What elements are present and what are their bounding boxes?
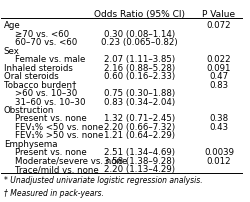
Text: 0.012: 0.012 (207, 157, 231, 166)
Text: Female vs. male: Female vs. male (14, 55, 85, 64)
Text: 0.75 (0.30–1.88): 0.75 (0.30–1.88) (104, 89, 175, 98)
Text: Age: Age (4, 21, 20, 30)
Text: † Measured in pack-years.: † Measured in pack-years. (4, 189, 104, 198)
Text: >60 vs. 10–30: >60 vs. 10–30 (14, 89, 77, 98)
Text: Moderate/severe vs. none: Moderate/severe vs. none (14, 157, 127, 166)
Text: 2.20 (1.13–4.29): 2.20 (1.13–4.29) (104, 165, 175, 174)
Text: Sex: Sex (4, 47, 20, 56)
Text: 0.022: 0.022 (207, 55, 231, 64)
Text: 0.83: 0.83 (210, 81, 229, 89)
Text: 0.83 (0.34–2.04): 0.83 (0.34–2.04) (104, 98, 175, 106)
Text: 0.091: 0.091 (207, 64, 231, 73)
Text: ≥70 vs. <60: ≥70 vs. <60 (14, 29, 69, 39)
Text: 0.43: 0.43 (210, 123, 229, 132)
Text: Obstruction: Obstruction (4, 106, 54, 115)
Text: 2.20 (0.66–7.32): 2.20 (0.66–7.32) (104, 123, 175, 132)
Text: 0.23 (0.065–0.82): 0.23 (0.065–0.82) (101, 38, 178, 47)
Text: 2.07 (1.11–3.85): 2.07 (1.11–3.85) (104, 55, 175, 64)
Text: Present vs. none: Present vs. none (14, 115, 86, 123)
Text: 3.58 (1.38–9.28): 3.58 (1.38–9.28) (104, 157, 175, 166)
Text: 2.16 (0.88–5.28): 2.16 (0.88–5.28) (104, 64, 175, 73)
Text: 0.0039: 0.0039 (204, 148, 234, 157)
Text: 60–70 vs. <60: 60–70 vs. <60 (14, 38, 77, 47)
Text: 0.47: 0.47 (210, 72, 229, 81)
Text: Emphysema: Emphysema (4, 140, 57, 149)
Text: Inhaled steroids: Inhaled steroids (4, 64, 73, 73)
Text: * Unadjusted univariate logistic regression analysis.: * Unadjusted univariate logistic regress… (4, 176, 202, 185)
Text: 0.072: 0.072 (207, 21, 231, 30)
Text: Trace/mild vs. none: Trace/mild vs. none (14, 165, 98, 174)
Text: 2.51 (1.34–4.69): 2.51 (1.34–4.69) (104, 148, 175, 157)
Text: Oral steroids: Oral steroids (4, 72, 59, 81)
Text: FEV₁% <50 vs. none: FEV₁% <50 vs. none (14, 123, 103, 132)
Text: 1.21 (0.64–2.29): 1.21 (0.64–2.29) (104, 132, 175, 140)
Text: Tobacco burden†: Tobacco burden† (4, 81, 76, 89)
Text: P Value: P Value (202, 10, 235, 19)
Text: 1.32 (0.71–2.45): 1.32 (0.71–2.45) (104, 115, 175, 123)
Text: 0.60 (0.16–2.33): 0.60 (0.16–2.33) (104, 72, 175, 81)
Text: FEV₁% >50 vs. none: FEV₁% >50 vs. none (14, 132, 103, 140)
Text: 31–60 vs. 10–30: 31–60 vs. 10–30 (14, 98, 85, 106)
Text: Present vs. none: Present vs. none (14, 148, 86, 157)
Text: Odds Ratio (95% CI): Odds Ratio (95% CI) (94, 10, 185, 19)
Text: 0.38: 0.38 (210, 115, 229, 123)
Text: 0.30 (0.08–1.14): 0.30 (0.08–1.14) (104, 29, 175, 39)
